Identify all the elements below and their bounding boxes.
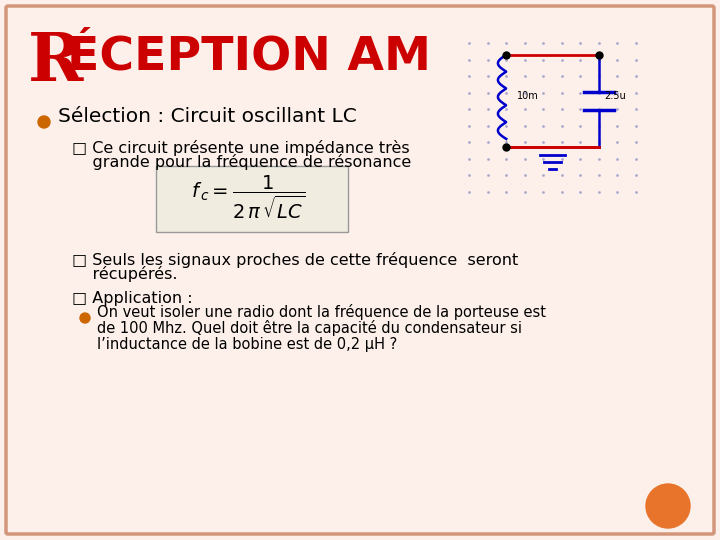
Text: de 100 Mhz. Quel doit être la capacité du condensateur si: de 100 Mhz. Quel doit être la capacité d… [97, 320, 522, 336]
Text: □ Seuls les signaux proches de cette fréquence  seront: □ Seuls les signaux proches de cette fré… [72, 252, 518, 268]
Text: □ Application :: □ Application : [72, 291, 193, 306]
Circle shape [38, 116, 50, 128]
Text: ÉCEPTION AM: ÉCEPTION AM [67, 34, 431, 79]
Text: 10m: 10m [518, 91, 539, 101]
Text: □ Ce circuit présente une impédance très: □ Ce circuit présente une impédance très [72, 140, 410, 156]
Text: On veut isoler une radio dont la fréquence de la porteuse est: On veut isoler une radio dont la fréquen… [97, 304, 546, 320]
Text: l’inductance de la bobine est de 0,2 μH ?: l’inductance de la bobine est de 0,2 μH … [97, 336, 397, 352]
Text: R: R [28, 30, 84, 95]
Text: grande pour la fréquence de résonance: grande pour la fréquence de résonance [72, 154, 411, 170]
Text: $\mathit{f}_{\,\mathit{c}} = \dfrac{1}{2\,\pi\,\sqrt{LC}}$: $\mathit{f}_{\,\mathit{c}} = \dfrac{1}{2… [191, 174, 305, 221]
Text: récupérés.: récupérés. [72, 266, 178, 282]
FancyBboxPatch shape [6, 6, 714, 534]
Circle shape [646, 484, 690, 528]
FancyBboxPatch shape [156, 166, 348, 232]
Text: Sélection : Circuit oscillant LC: Sélection : Circuit oscillant LC [58, 106, 356, 125]
Text: 2.5u: 2.5u [604, 91, 626, 101]
Circle shape [80, 313, 90, 323]
